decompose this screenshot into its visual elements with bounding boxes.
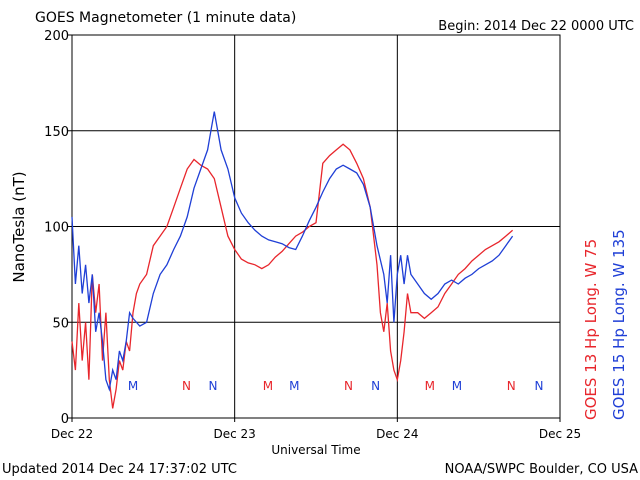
annotation: N — [534, 379, 543, 393]
x-tick-label: Dec 24 — [376, 427, 418, 441]
series-line — [71, 143, 514, 409]
y-tick-label: 0 — [61, 412, 69, 427]
y-axis-label: NanoTesla (nT) — [10, 171, 28, 282]
subtitle: Begin: 2014 Dec 22 0000 UTC — [438, 19, 634, 34]
annotation: M — [452, 379, 462, 393]
annotation: N — [182, 379, 191, 393]
annotation: N — [507, 379, 516, 393]
x-tick-label: Dec 22 — [51, 427, 93, 441]
y-tick-label: 200 — [44, 29, 69, 44]
legend-entry: GOES 15 Hp Long. W 135 — [610, 229, 628, 420]
footer-right: NOAA/SWPC Boulder, CO USA — [445, 462, 638, 477]
footer-left: Updated 2014 Dec 24 17:37:02 UTC — [2, 462, 237, 477]
x-axis-label: Universal Time — [271, 443, 360, 457]
annotation: N — [344, 379, 353, 393]
annotation: M — [263, 379, 273, 393]
annotation: M — [289, 379, 299, 393]
legend-entry: GOES 13 Hp Long. W 75 — [582, 239, 600, 420]
annotation: M — [425, 379, 435, 393]
annotation: M — [128, 379, 138, 393]
chart-title: GOES Magnetometer (1 minute data) — [35, 10, 296, 26]
y-tick-label: 150 — [44, 125, 69, 140]
annotation: N — [371, 379, 380, 393]
series-line — [71, 111, 514, 392]
x-tick-label: Dec 23 — [214, 427, 256, 441]
y-tick-label: 50 — [52, 316, 69, 331]
x-tick-label: Dec 25 — [539, 427, 581, 441]
y-tick-label: 100 — [44, 221, 69, 236]
annotation: N — [208, 379, 217, 393]
